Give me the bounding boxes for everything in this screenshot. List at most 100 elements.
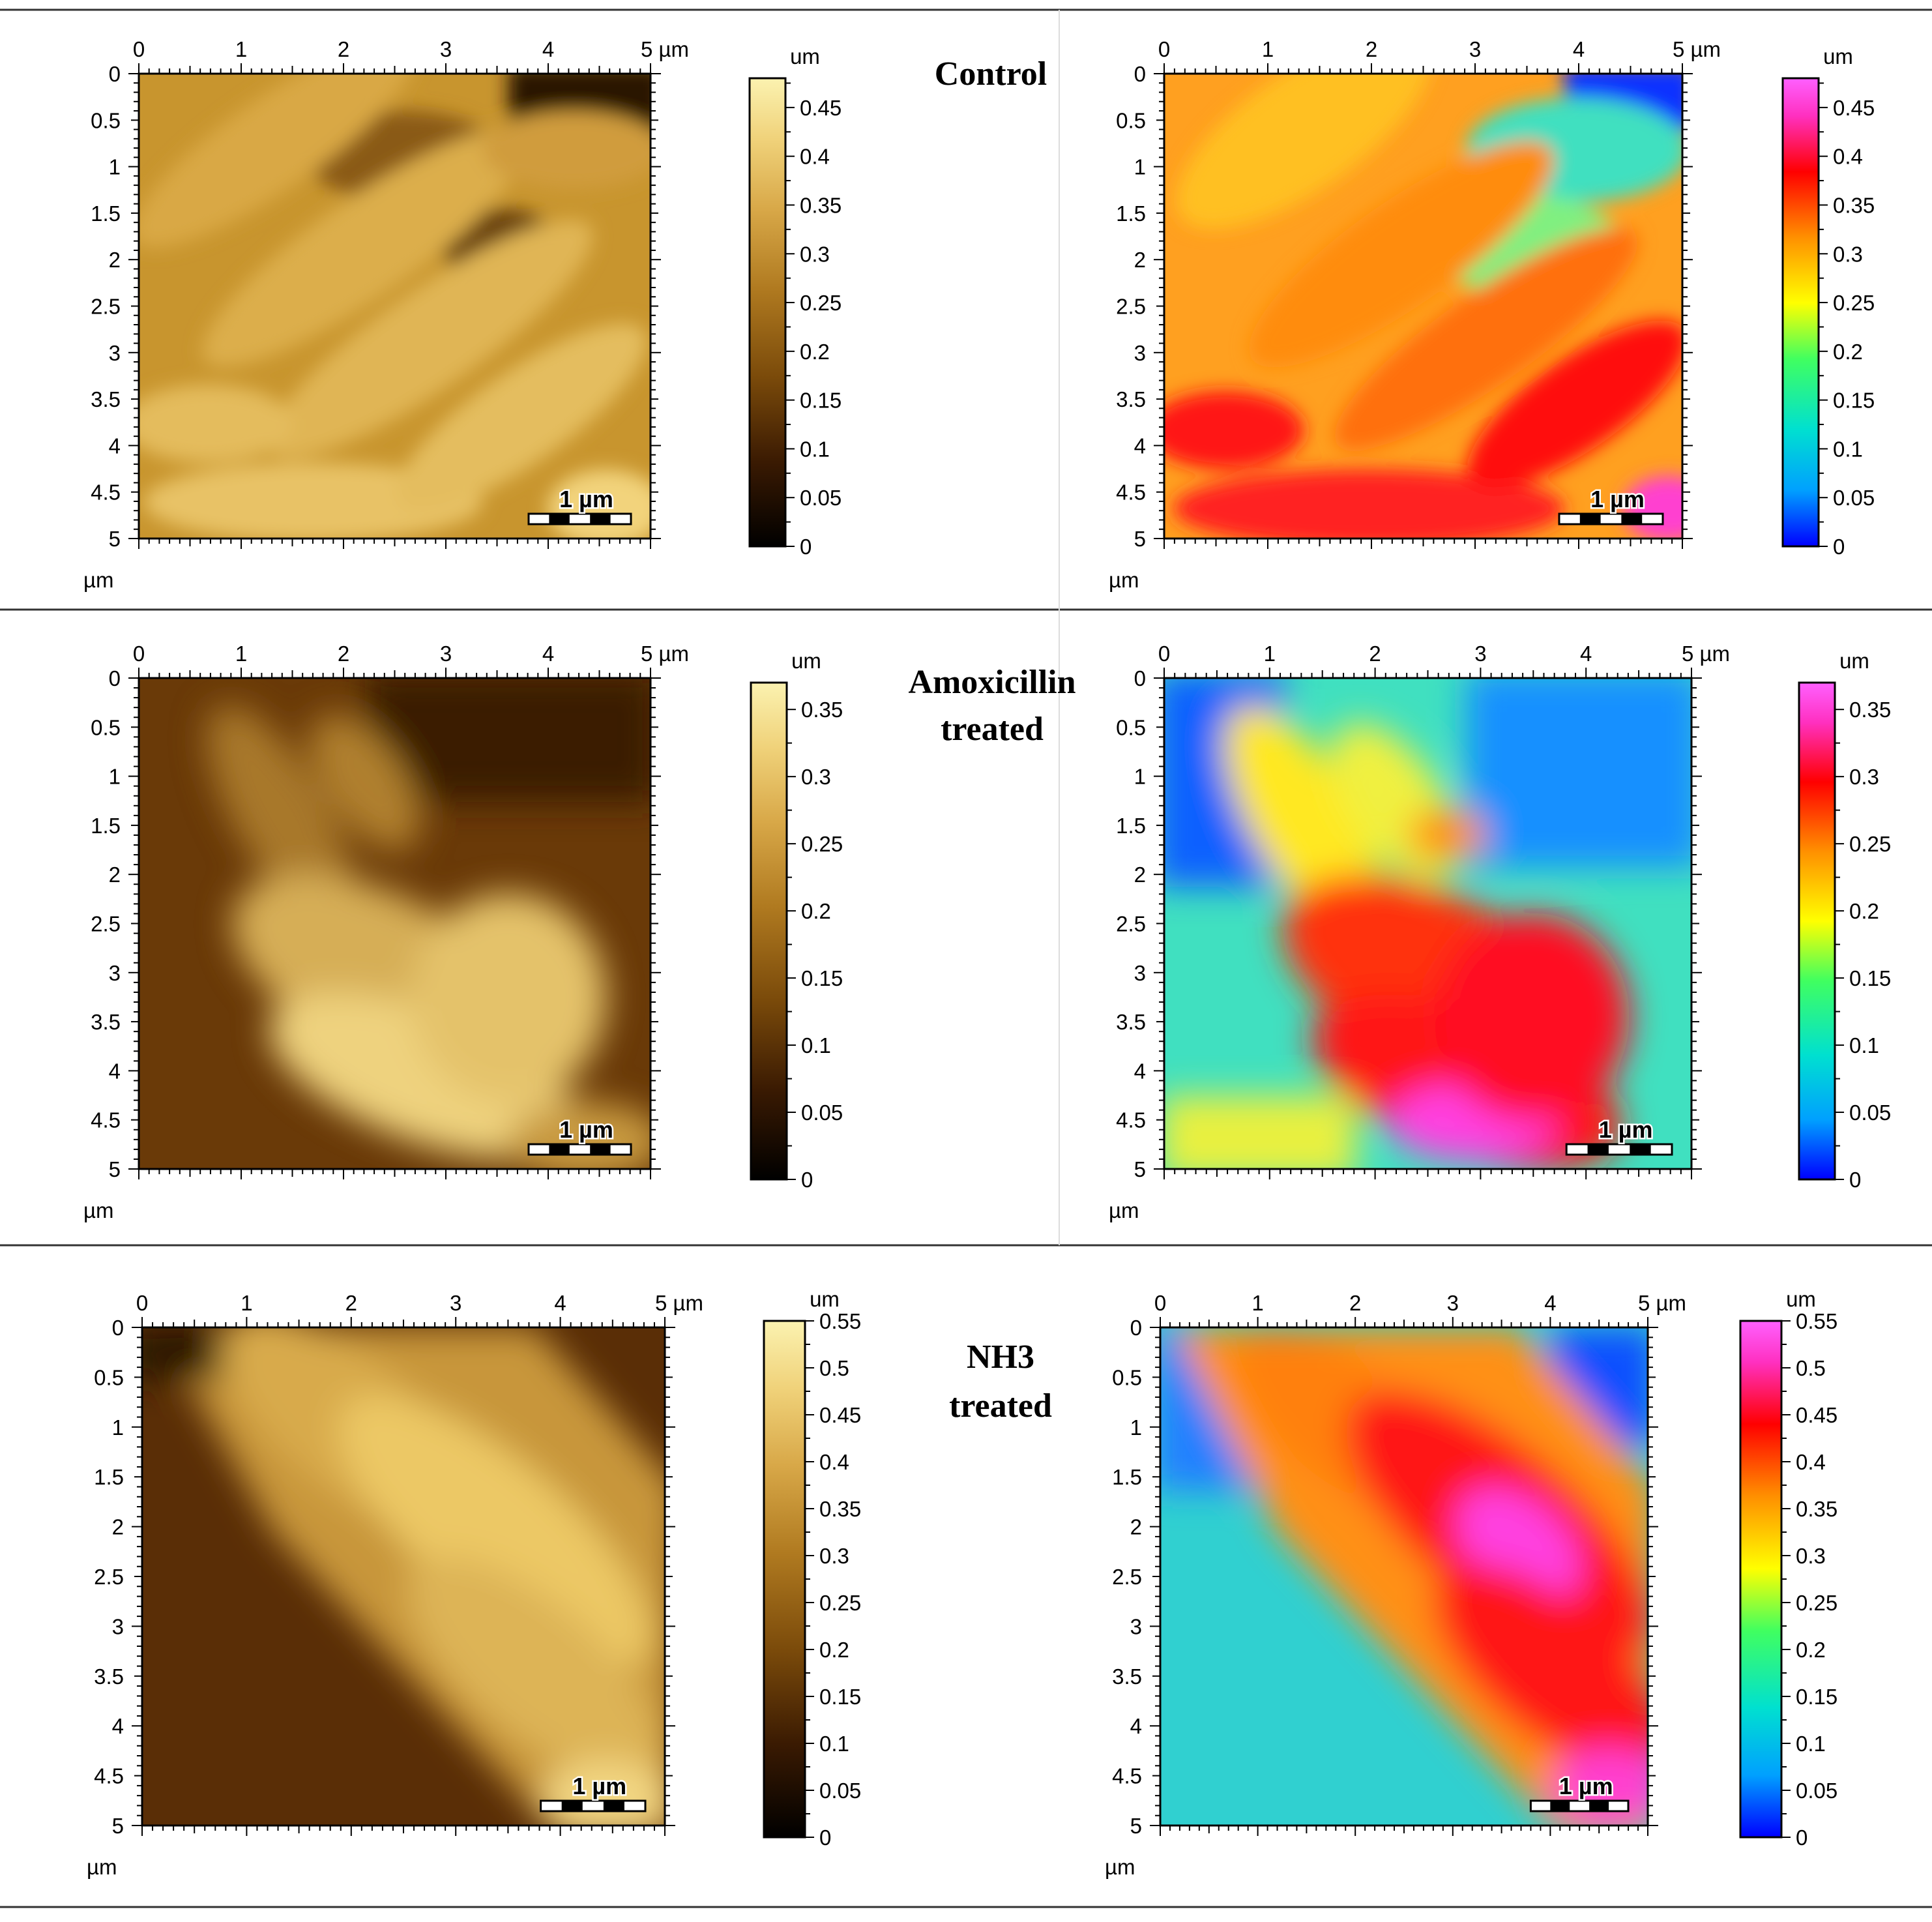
colorbar-tick-label: 0.4 xyxy=(819,1450,849,1474)
axis-unit-label: µm xyxy=(83,568,114,592)
y-tick-label: 5 xyxy=(1130,1814,1142,1838)
topography-colorbar: 0 0.05 0.1 0.15 0.2 0.25 0.3 0.35 um xyxy=(750,649,843,1192)
topography-colorbar: 0 0.05 0.1 0.15 0.2 0.25 0.3 0.35 0.4 0.45 um xyxy=(748,44,842,559)
x-tick-label: 3 xyxy=(450,1291,461,1315)
x-tick-label: 0 xyxy=(133,642,145,666)
x-tick-label: 2 xyxy=(1369,642,1381,666)
colorbar-tick-label: 0.2 xyxy=(1796,1638,1826,1662)
axis-unit-label: µm xyxy=(87,1855,117,1879)
colorbar-tick-label: 0.25 xyxy=(1796,1591,1837,1615)
phase-image-amoxicillin xyxy=(1164,678,1691,1169)
phase-axes-row-1: 0 1 2 3 4 5 µm 0 0.5 1 1.5 2 2.5 3 3.5 4 4.5 5 µm 1 µm 0 0.0… xyxy=(1109,642,1891,1222)
phase-image-nh3 xyxy=(1160,1327,1648,1826)
colorbar-tick-label: 0.1 xyxy=(800,437,830,461)
colorbar-tick-label: 0.05 xyxy=(819,1779,861,1803)
colorbar-tick-label: 0.1 xyxy=(801,1033,831,1057)
x-end-label: 5 µm xyxy=(1673,37,1721,61)
y-tick-label: 4.5 xyxy=(94,1764,124,1788)
y-tick-label: 4 xyxy=(109,1059,121,1083)
colorbar-tick-label: 0.25 xyxy=(1833,291,1875,315)
axis-unit-label: µm xyxy=(83,1198,114,1222)
y-tick-label: 2.5 xyxy=(1116,912,1146,936)
x-end-label: 5 µm xyxy=(641,37,689,61)
y-tick-label: 4.5 xyxy=(91,480,121,505)
x-end-label: 5 µm xyxy=(1638,1291,1686,1315)
colorbar-tick-label: 0.55 xyxy=(1796,1309,1837,1333)
y-tick-label: 0 xyxy=(109,62,121,86)
y-tick-label: 1.5 xyxy=(94,1465,124,1489)
y-tick-label: 0 xyxy=(1130,1316,1142,1340)
x-tick-label: 1 xyxy=(235,37,247,61)
colorbar-tick-label: 0.4 xyxy=(1796,1450,1826,1474)
row-label-line: treated xyxy=(941,711,1044,748)
y-tick-label: 1 xyxy=(112,1415,124,1440)
x-tick-label: 3 xyxy=(1474,642,1486,666)
colorbar-tick-label: 0 xyxy=(1833,535,1845,559)
colorbar-tick-label: 0.1 xyxy=(819,1732,849,1756)
phase-axes-row-0: 0 1 2 3 4 5 µm 0 0.5 1 1.5 2 2.5 3 3.5 4 4.5 5 µm 1 µm 0 0.0… xyxy=(1109,37,1875,592)
phase-colorbar: 0 0.05 0.1 0.15 0.2 0.25 0.3 0.35 0.4 0.45 0.5 0.55… xyxy=(1739,1287,1837,1850)
panel-separators xyxy=(0,8,1932,1908)
y-tick-label: 0 xyxy=(109,666,121,690)
y-tick-label: 3.5 xyxy=(1112,1664,1142,1689)
y-tick-label: 0 xyxy=(1134,666,1146,690)
phase-axes-row-2: 0 1 2 3 4 5 µm 0 0.5 1 1.5 2 2.5 3 3.5 4 4.5 5 µm 1 µm 0 0.0… xyxy=(1105,1287,1837,1879)
colorbar-tick-label: 0.2 xyxy=(1849,899,1879,923)
row-label-line: Control xyxy=(935,55,1047,93)
x-tick-label: 1 xyxy=(241,1291,252,1315)
colorbar-tick-label: 0.3 xyxy=(1849,765,1879,789)
y-tick-label: 5 xyxy=(109,527,121,551)
topography-axes-row-2: 0 1 2 3 4 5 µm 0 0.5 1 1.5 2 2.5 3 3.5 4 4.5 5 µm 1 µm 0 0.0… xyxy=(87,1287,861,1879)
row-label-line: treated xyxy=(949,1387,1052,1425)
colorbar-tick-label: 0.35 xyxy=(1796,1497,1837,1521)
colorbar-tick-label: 0.3 xyxy=(800,242,830,266)
y-tick-label: 5 xyxy=(1134,1157,1146,1181)
colorbar-tick-label: 0.55 xyxy=(819,1309,861,1333)
colorbar-tick-label: 0.15 xyxy=(801,966,843,990)
x-tick-label: 1 xyxy=(1251,1291,1263,1315)
y-tick-label: 1.5 xyxy=(1116,201,1146,226)
x-tick-label: 1 xyxy=(1264,642,1276,666)
x-end-label: 5 µm xyxy=(655,1291,703,1315)
colorbar-tick-label: 0.45 xyxy=(1833,96,1875,120)
y-tick-label: 4 xyxy=(1130,1714,1142,1738)
topography-colorbar: 0 0.05 0.1 0.15 0.2 0.25 0.3 0.35 0.4 0.45 0.5 0.55… xyxy=(763,1287,861,1850)
y-tick-label: 4 xyxy=(1134,1059,1146,1083)
topography-axes-row-1: 0 1 2 3 4 5 µm 0 0.5 1 1.5 2 2.5 3 3.5 4 4.5 5 µm 1 µm 0 0.0… xyxy=(83,642,843,1222)
colorbar-tick-label: 0.15 xyxy=(800,389,842,413)
y-tick-label: 0.5 xyxy=(1112,1365,1142,1389)
y-tick-label: 1 xyxy=(1134,765,1146,789)
colorbar-tick-label: 0.1 xyxy=(1849,1033,1879,1057)
colorbar-tick-label: 0.45 xyxy=(819,1403,861,1427)
y-tick-label: 0.5 xyxy=(91,715,121,739)
scale-bar: 1 µm xyxy=(1529,1771,1630,1812)
y-tick-label: 2.5 xyxy=(91,295,121,319)
x-tick-label: 4 xyxy=(542,642,554,666)
y-tick-label: 0.5 xyxy=(1116,715,1146,739)
colorbar-tick-label: 0.2 xyxy=(1833,340,1863,364)
scale-bar-label: 1 µm xyxy=(559,1116,613,1143)
x-tick-label: 0 xyxy=(136,1291,148,1315)
x-tick-label: 4 xyxy=(542,37,554,61)
x-tick-label: 2 xyxy=(338,642,349,666)
y-tick-label: 1.5 xyxy=(91,814,121,838)
x-tick-label: 4 xyxy=(554,1291,566,1315)
colorbar-tick-label: 0.2 xyxy=(801,899,831,923)
y-tick-label: 3 xyxy=(1134,341,1146,365)
colorbar-tick-label: 0 xyxy=(801,1168,813,1192)
colorbar-tick-label: 0.4 xyxy=(1833,145,1863,169)
colorbar-tick-label: 0.2 xyxy=(800,340,830,364)
colorbar-tick-label: 0.35 xyxy=(819,1497,861,1521)
colorbar-tick-label: 0.05 xyxy=(800,486,842,510)
colorbar-tick-label: 0.05 xyxy=(801,1101,843,1125)
row-label-line: NH3 xyxy=(967,1338,1034,1376)
x-tick-label: 4 xyxy=(1544,1291,1556,1315)
y-tick-label: 3.5 xyxy=(94,1664,124,1689)
y-tick-label: 1.5 xyxy=(1112,1465,1142,1489)
phase-colorbar: 0 0.05 0.1 0.15 0.2 0.25 0.3 0.35 0.4 0.45 um xyxy=(1781,44,1875,559)
y-tick-label: 2 xyxy=(1134,248,1146,272)
colorbar-tick-label: 0.1 xyxy=(1833,437,1863,461)
colorbar-tick-label: 0 xyxy=(800,535,812,559)
y-tick-label: 3.5 xyxy=(1116,1010,1146,1034)
